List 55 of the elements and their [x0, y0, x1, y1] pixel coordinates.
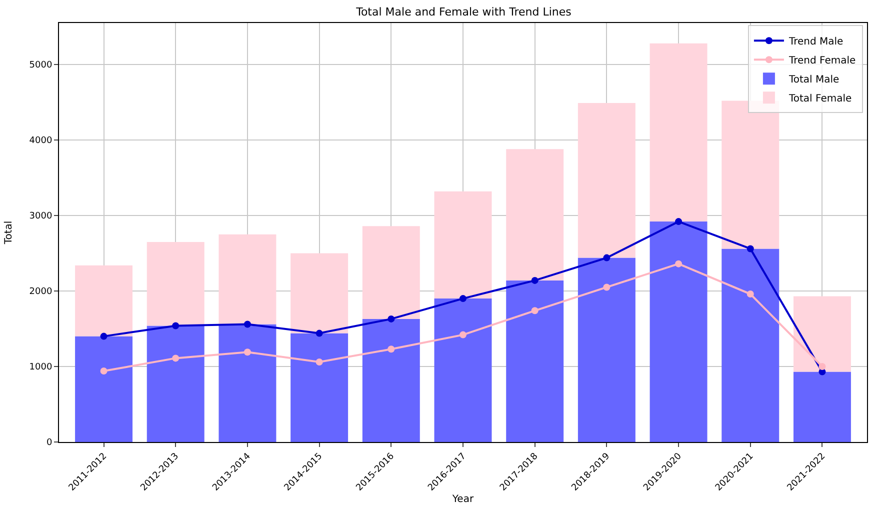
point	[603, 284, 610, 291]
bar	[506, 280, 564, 442]
point	[675, 260, 682, 268]
bar	[362, 226, 420, 319]
legend-label: Trend Female	[788, 55, 856, 66]
chart-title: Total Male and Female with Trend Lines	[355, 5, 572, 18]
bar	[290, 333, 348, 442]
point	[603, 254, 610, 262]
legend-label: Trend Male	[788, 36, 844, 48]
point	[100, 332, 108, 340]
bar	[362, 318, 420, 442]
point	[100, 368, 108, 375]
point	[531, 307, 538, 314]
y-tick-label: 2000	[29, 287, 52, 298]
legend-label: Total Male	[788, 74, 840, 86]
bar	[434, 191, 492, 299]
y-tick-label: 3000	[29, 212, 52, 222]
y-tick-label: 1000	[29, 362, 52, 373]
bar	[650, 43, 708, 222]
bar	[722, 248, 780, 442]
y-axis-title: Total	[3, 220, 14, 246]
y-tick-label: 0	[46, 438, 52, 448]
y-tick-label: 4000	[29, 136, 52, 146]
bar	[793, 372, 851, 442]
bar	[578, 258, 636, 442]
bar	[218, 324, 276, 442]
point	[746, 290, 754, 298]
bar	[434, 298, 492, 442]
point	[316, 358, 323, 366]
point	[388, 346, 395, 353]
point	[531, 276, 538, 284]
bar	[506, 149, 564, 280]
bar	[218, 234, 276, 324]
point	[172, 322, 180, 330]
y-tick-label: 5000	[29, 60, 52, 71]
point	[244, 348, 251, 356]
point	[316, 330, 323, 337]
point	[244, 320, 251, 328]
bar	[75, 265, 133, 336]
bar	[650, 222, 708, 442]
point	[460, 295, 466, 302]
x-axis-title: Year	[451, 494, 474, 505]
point	[388, 315, 395, 322]
legend-label: Total Female	[788, 93, 852, 104]
point	[460, 331, 466, 338]
point	[818, 363, 826, 370]
bar	[290, 253, 348, 334]
point	[172, 354, 180, 362]
bar	[578, 103, 636, 258]
point	[746, 245, 754, 252]
bar	[146, 326, 204, 442]
point	[675, 218, 682, 226]
bar	[75, 336, 133, 442]
bar	[793, 296, 851, 372]
bar	[146, 242, 204, 326]
